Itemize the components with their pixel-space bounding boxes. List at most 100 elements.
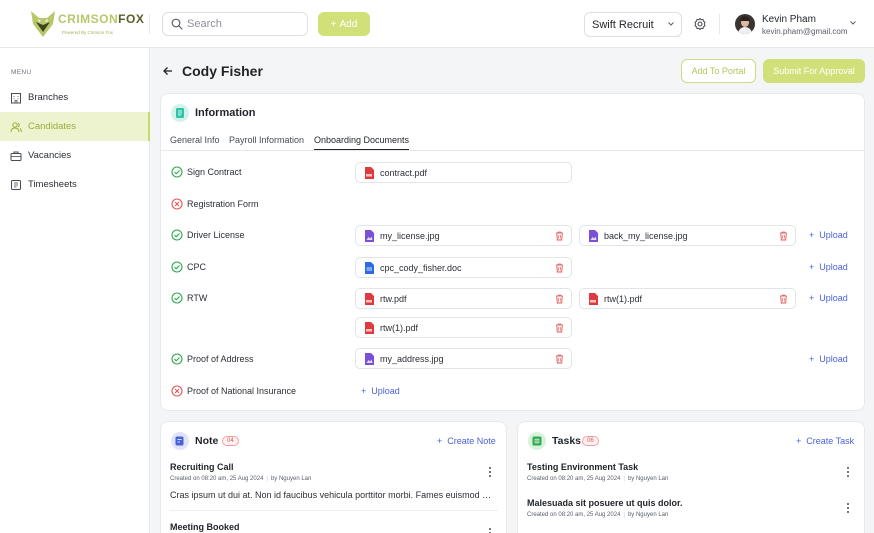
tasks-title: Tasks — [552, 435, 581, 447]
upload-link[interactable]: + Upload — [361, 386, 400, 396]
search-input[interactable] — [187, 16, 299, 32]
create-note-link[interactable]: + Create Note — [437, 436, 496, 446]
upload-link[interactable]: + Upload — [809, 230, 848, 240]
company-select[interactable]: Swift Recruit — [584, 12, 682, 37]
trash-icon[interactable] — [555, 263, 564, 273]
task-entry-title[interactable]: Testing Environment Task — [527, 462, 639, 472]
menu-label: MENU — [11, 69, 32, 76]
information-tabs: General Info Payroll Information Onboard… — [161, 129, 864, 151]
image-file-icon — [589, 230, 598, 242]
top-header: CRIMSONFOX Powered By Crimson Fox + Add … — [0, 0, 874, 48]
file-name: my_address.jpg — [380, 354, 444, 364]
tasks-count-badge: 06 — [582, 436, 599, 446]
page-title: Cody Fisher — [182, 63, 263, 79]
pdf-file-icon — [365, 322, 374, 334]
sidebar-item-label: Timesheets — [28, 179, 77, 190]
entry-divider — [170, 510, 498, 511]
trash-icon[interactable] — [555, 294, 564, 304]
file-item[interactable]: my_address.jpg — [355, 348, 572, 369]
avatar[interactable] — [735, 14, 755, 34]
gear-icon[interactable] — [693, 17, 707, 31]
doc-file-icon — [365, 262, 374, 274]
file-name: rtw(1).pdf — [380, 323, 419, 333]
file-name: rtw(1).pdf — [604, 294, 643, 304]
plus-icon: + — [330, 18, 337, 30]
add-button[interactable]: + Add — [318, 12, 370, 36]
document-label: CPC — [187, 262, 207, 272]
sidebar-item-label: Vacancies — [28, 150, 72, 161]
file-name: back_my_license.jpg — [604, 231, 688, 241]
document-label: Driver License — [187, 230, 245, 240]
note-entry-title[interactable]: Meeting Booked — [170, 522, 240, 532]
note-entry-meta: Created on 08:20 am, 25 Aug 2024 | by Nguy… — [170, 476, 312, 482]
image-file-icon — [365, 353, 374, 365]
file-item[interactable]: back_my_license.jpg — [579, 225, 796, 246]
fox-logo-icon — [31, 11, 55, 37]
trash-icon[interactable] — [779, 231, 788, 241]
check-circle-icon — [171, 353, 183, 365]
sidebar-item-branches[interactable]: Branches — [0, 83, 150, 112]
image-file-icon — [365, 230, 374, 242]
upload-link[interactable]: + Upload — [809, 293, 848, 303]
file-item[interactable]: rtw.pdf — [355, 288, 572, 309]
tasks-card: Tasks 06 + Create Task Testing Environme… — [517, 421, 865, 533]
file-name: rtw.pdf — [380, 294, 407, 304]
trash-icon[interactable] — [555, 231, 564, 241]
note-title: Note — [195, 435, 219, 447]
note-icon — [171, 432, 189, 450]
users-icon — [10, 121, 22, 132]
note-card: Note 04 + Create Note Recruiting Call Cr… — [160, 421, 507, 533]
logo-wordmark: CRIMSONFOX — [58, 12, 145, 26]
more-options-icon[interactable] — [488, 528, 492, 533]
document-label: RTW — [187, 293, 208, 303]
sidebar-item-timesheets[interactable]: Timesheets — [0, 170, 150, 199]
x-circle-icon — [171, 198, 183, 210]
search-box[interactable] — [162, 12, 308, 36]
document-label: Sign Contract — [187, 167, 242, 177]
trash-icon[interactable] — [779, 294, 788, 304]
check-circle-icon — [171, 261, 183, 273]
note-entry-title[interactable]: Recruiting Call — [170, 462, 234, 472]
create-task-link[interactable]: + Create Task — [796, 436, 855, 446]
file-item[interactable]: cpc_cody_fisher.doc — [355, 257, 572, 278]
tab-general-info[interactable]: General Info — [170, 135, 220, 145]
timesheet-icon — [11, 179, 21, 190]
more-options-icon[interactable] — [846, 503, 850, 515]
company-select-value: Swift Recruit — [592, 19, 654, 31]
briefcase-icon — [10, 151, 22, 161]
task-entry-title[interactable]: Malesuada sit posuere ut quis dolor. — [527, 498, 683, 508]
check-circle-icon — [171, 292, 183, 304]
file-item[interactable]: my_license.jpg — [355, 225, 572, 246]
building-icon — [11, 92, 21, 103]
user-name: Kevin Pham — [762, 14, 816, 25]
check-circle-icon — [171, 166, 183, 178]
sidebar-item-vacancies[interactable]: Vacancies — [0, 141, 150, 170]
trash-icon[interactable] — [555, 323, 564, 333]
more-options-icon[interactable] — [846, 467, 850, 479]
check-circle-icon — [171, 229, 183, 241]
information-icon — [171, 104, 189, 122]
information-title: Information — [195, 107, 256, 119]
sidebar-item-candidates[interactable]: Candidates — [0, 112, 150, 141]
file-item[interactable]: contract.pdf — [355, 162, 572, 183]
add-to-portal-button[interactable]: Add To Portal — [681, 59, 756, 83]
tab-onboarding-documents[interactable]: Onboarding Documents — [314, 135, 410, 150]
file-item[interactable]: rtw(1).pdf — [579, 288, 796, 309]
submit-for-approval-button[interactable]: Submit For Approval — [763, 59, 865, 83]
file-name: my_license.jpg — [380, 231, 440, 241]
document-label: Registration Form — [187, 199, 259, 209]
information-card: Information General Info Payroll Informa… — [160, 93, 865, 411]
file-item[interactable]: rtw(1).pdf — [355, 317, 572, 338]
user-menu-chevron-icon[interactable] — [849, 20, 857, 26]
crimson-fox-logo[interactable]: CRIMSONFOX Powered By Crimson Fox — [28, 8, 144, 42]
tab-payroll-information[interactable]: Payroll Information — [229, 135, 305, 145]
more-options-icon[interactable] — [488, 467, 492, 479]
add-button-label: Add — [339, 18, 358, 30]
back-arrow-icon[interactable] — [162, 65, 174, 77]
upload-link[interactable]: + Upload — [809, 354, 848, 364]
document-label: Proof of National Insurance — [187, 386, 297, 396]
pdf-file-icon — [365, 293, 374, 305]
sidebar-item-label: Branches — [28, 92, 69, 103]
trash-icon[interactable] — [555, 354, 564, 364]
upload-link[interactable]: + Upload — [809, 262, 848, 272]
